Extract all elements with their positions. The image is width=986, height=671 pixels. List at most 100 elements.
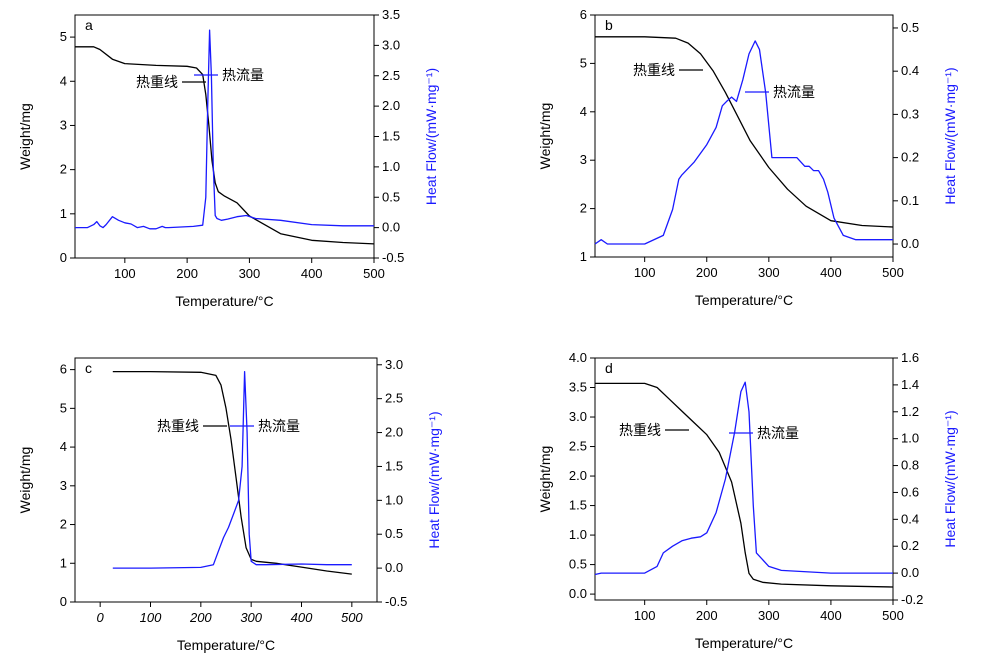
y-axis-title: Weight/mg: [17, 103, 33, 170]
x-axis-title: Temperature/°C: [175, 293, 273, 309]
legend-heat: 热流量: [222, 68, 264, 84]
panel-label: a: [85, 17, 93, 33]
legend-weight: 热重线: [633, 63, 675, 79]
y-tick-label: 1: [60, 555, 67, 570]
weight-series-line: [595, 382, 894, 588]
heat-flow-series-line: [75, 29, 374, 230]
y-tick-label: 1: [580, 249, 587, 264]
y-axis-title: Weight/mg: [537, 446, 553, 513]
y-tick-label: 3.5: [569, 380, 587, 395]
chart-panel-c: 0 100 200 300 400 500 0 1 2 3 4 5 6 -0.5 0.0 0.5 1.0 1.5 2…: [17, 357, 442, 653]
chart-panel-b: 100 200 300 400 500 1 2 3 4 5 6 0.0 0.1 0.2 0.3 0.4 0.5 T…: [537, 7, 958, 308]
y2-tick-label: 0.5: [901, 20, 919, 35]
y-tick-label: 3: [580, 152, 587, 167]
y-tick-label: 0.5: [569, 557, 587, 572]
y2-axis-title: Heat Flow/(mW·mg⁻¹): [426, 411, 442, 548]
y-tick-label: 2.5: [569, 439, 587, 454]
x-tick-label: 200: [189, 610, 212, 625]
y2-tick-label: 2.5: [382, 68, 400, 83]
x-tick-label: 300: [239, 266, 261, 281]
x-tick-label: 300: [240, 610, 262, 625]
x-tick-label: 200: [696, 265, 718, 280]
x-tick-label: 200: [176, 266, 198, 281]
y-tick-label: 3: [60, 478, 67, 493]
y-tick-label: 4.0: [569, 350, 587, 365]
y2-tick-label: 0.4: [901, 63, 919, 78]
plot-frame: [74, 14, 375, 259]
y2-tick-label: 1.0: [901, 431, 919, 446]
y2-tick-label: 0.2: [901, 538, 919, 553]
y2-tick-label: 2.0: [385, 425, 403, 440]
y2-tick-label: 0.6: [901, 484, 919, 499]
y2-axis-title: Heat Flow/(mW·mg⁻¹): [942, 67, 958, 204]
x-tick-label: 400: [820, 608, 842, 623]
y2-tick-label: 3.5: [382, 7, 400, 22]
y2-tick-label: 0.5: [385, 526, 403, 541]
x-axis-title: Temperature/°C: [177, 637, 275, 653]
heat-flow-series-line: [594, 381, 893, 576]
x-tick-label: 400: [291, 610, 313, 625]
x-tick-label: 100: [634, 608, 656, 623]
legend-heat: 热流量: [258, 419, 300, 435]
x-tick-label: 500: [882, 608, 904, 623]
x-tick-label: 500: [363, 266, 385, 281]
y-tick-label: 5: [580, 55, 587, 70]
y2-tick-label: 3.0: [385, 357, 403, 372]
x-tick-label: 300: [758, 608, 780, 623]
y2-axis-title: Heat Flow/(mW·mg⁻¹): [942, 410, 958, 547]
legend-weight: 热重线: [157, 419, 199, 435]
y2-tick-label: 0.1: [901, 193, 919, 208]
y-tick-label: 3.0: [569, 409, 587, 424]
x-tick-label: 400: [820, 265, 842, 280]
y-tick-label: 4: [580, 104, 587, 119]
x-tick-label: 500: [341, 610, 363, 625]
y2-axis-title: Heat Flow/(mW·mg⁻¹): [423, 68, 439, 205]
panel-label: c: [85, 360, 92, 376]
y-tick-label: 6: [580, 7, 587, 22]
x-tick-label: 100: [634, 265, 656, 280]
y2-tick-label: 0.0: [382, 220, 400, 235]
y2-tick-label: 1.0: [382, 159, 400, 174]
x-tick-label: 100: [140, 610, 162, 625]
y2-tick-label: 1.5: [385, 458, 403, 473]
y2-tick-label: 1.2: [901, 404, 919, 419]
plot-frame: [74, 357, 378, 603]
heat-flow-series-line: [112, 370, 352, 569]
y2-tick-label: 0.0: [385, 560, 403, 575]
heat-flow-series-line: [594, 40, 893, 245]
y-tick-label: 2.0: [569, 468, 587, 483]
x-tick-label: 300: [758, 265, 780, 280]
weight-series-line: [595, 36, 894, 228]
y2-tick-label: 0.0: [901, 565, 919, 580]
y-axis-title: Weight/mg: [537, 103, 553, 170]
y2-tick-label: -0.5: [382, 250, 404, 265]
y2-tick-label: -0.2: [901, 592, 923, 607]
y2-tick-label: 0.5: [382, 189, 400, 204]
y2-tick-label: 0.3: [901, 106, 919, 121]
y2-tick-label: 1.4: [901, 377, 919, 392]
y-tick-label: 2: [580, 201, 587, 216]
y2-tick-label: 0.4: [901, 511, 919, 526]
weight-series-line: [112, 370, 352, 575]
y2-tick-label: 0.2: [901, 150, 919, 165]
legend-weight: 热重线: [136, 75, 178, 91]
y-tick-label: 6: [60, 362, 67, 377]
panel-label: b: [605, 17, 613, 33]
y2-tick-label: 0.0: [901, 236, 919, 251]
y-tick-label: 5: [60, 400, 67, 415]
y-tick-label: 4: [60, 439, 67, 454]
x-tick-label: 0: [97, 610, 105, 625]
plot-frame: [594, 357, 894, 601]
panel-label: d: [605, 360, 613, 376]
legend-heat: 热流量: [773, 85, 815, 101]
y-tick-label: 0: [60, 250, 67, 265]
x-tick-label: 400: [301, 266, 323, 281]
y2-tick-label: 2.0: [382, 98, 400, 113]
y2-tick-label: -0.5: [385, 594, 407, 609]
chart-panel-a: 100 200 300 400 500 0 1 2 3 4 5 -0.5 0.0 0.5 1.0 1.5 2.0…: [17, 7, 439, 309]
y2-tick-label: 1.6: [901, 350, 919, 365]
y2-tick-label: 1.0: [385, 492, 403, 507]
y-tick-label: 1.5: [569, 498, 587, 513]
y-tick-label: 2: [60, 162, 67, 177]
